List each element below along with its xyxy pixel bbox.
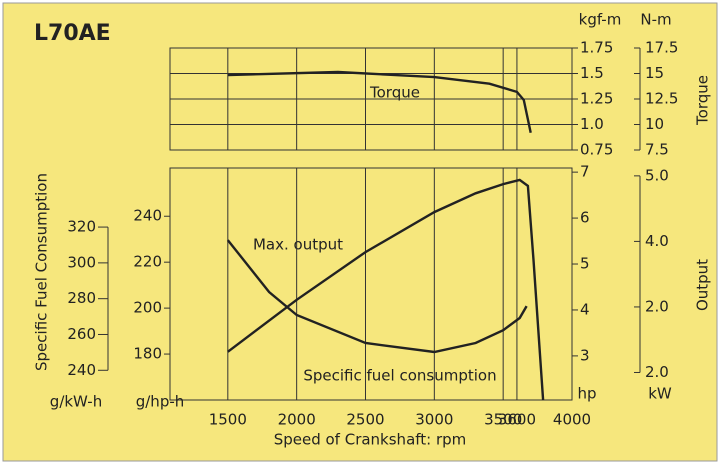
output-title: Output bbox=[694, 259, 712, 311]
y2-tick-label: 10 bbox=[645, 115, 664, 133]
y4-tick-label: 300 bbox=[67, 253, 96, 271]
curve bbox=[227, 178, 545, 401]
output-annotation: Max. output bbox=[253, 236, 343, 254]
y4-tick-label: 320 bbox=[67, 218, 96, 236]
sfc-annotation: Specific fuel consumption bbox=[303, 367, 496, 385]
y-tick-label: 1.75 bbox=[580, 39, 613, 57]
y-tick-label: 1.25 bbox=[580, 90, 613, 108]
y-tick-label: 6 bbox=[580, 209, 590, 227]
y2-tick-label: 17.5 bbox=[645, 39, 678, 57]
y-tick-label: 1.0 bbox=[580, 115, 604, 133]
x-tick-label: 1500 bbox=[209, 411, 247, 429]
x-axis-label: Speed of Crankshaft: rpm bbox=[274, 431, 467, 449]
output-panel bbox=[169, 167, 573, 401]
y2-tick-label: 2.0 bbox=[645, 363, 669, 381]
y3-tick-label: 200 bbox=[133, 299, 162, 317]
gkwh-label: g/kW-h bbox=[50, 393, 102, 411]
y-tick-label: 7 bbox=[580, 163, 590, 181]
y2-tick-label: 5.0 bbox=[645, 166, 669, 184]
kw-label: kW bbox=[648, 385, 672, 403]
y2-tick-label: 12.5 bbox=[645, 90, 678, 108]
x-tick-label: 3600 bbox=[498, 411, 536, 429]
y2-tick-label: 7.5 bbox=[645, 141, 669, 159]
x-tick-label: 2500 bbox=[346, 411, 384, 429]
x-tick-label: 3000 bbox=[415, 411, 453, 429]
y3-tick-label: 180 bbox=[133, 345, 162, 363]
y-tick-label: 3 bbox=[580, 346, 590, 364]
y4-tick-label: 280 bbox=[67, 289, 96, 307]
y3-tick-label: 240 bbox=[133, 207, 162, 225]
ghph-label: g/hp-h bbox=[136, 393, 185, 411]
kgf-label: kgf-m bbox=[579, 11, 622, 29]
y2-tick-label: 2.0 bbox=[645, 297, 669, 315]
y-tick-label: 5 bbox=[580, 255, 590, 273]
y2-tick-label: 15 bbox=[645, 64, 664, 82]
y2-tick-label: 4.0 bbox=[645, 232, 669, 250]
y4-tick-label: 240 bbox=[67, 361, 96, 379]
torque-title: Torque bbox=[694, 75, 712, 126]
hp-label: hp bbox=[577, 385, 596, 403]
x-tick-label: 2000 bbox=[278, 411, 316, 429]
chart-title: L70AE bbox=[34, 21, 111, 46]
x-tick-label: 4000 bbox=[553, 411, 591, 429]
y-tick-label: 0.75 bbox=[580, 141, 613, 159]
nm-label: N-m bbox=[640, 11, 671, 29]
y4-tick-label: 260 bbox=[67, 325, 96, 343]
y-tick-label: 4 bbox=[580, 300, 590, 318]
sfc-title: Specific Fuel Consumption bbox=[33, 173, 51, 371]
curve bbox=[226, 239, 528, 354]
curve bbox=[227, 70, 532, 133]
torque-annotation: Torque bbox=[369, 84, 420, 102]
y-tick-label: 1.5 bbox=[580, 64, 604, 82]
y3-tick-label: 220 bbox=[133, 253, 162, 271]
x-tick-label: 3500 bbox=[484, 411, 522, 429]
